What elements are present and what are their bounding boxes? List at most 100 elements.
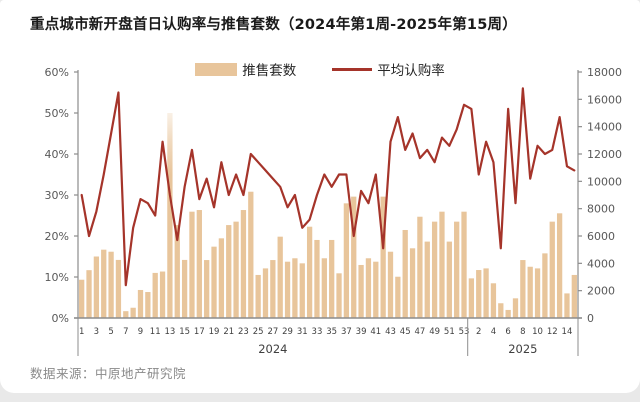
- bar-week-2024-51: [446, 241, 452, 318]
- left-tick-label: 10%: [45, 271, 69, 284]
- bar-week-2024-47: [417, 216, 423, 318]
- x-tick-label-2024: 39: [356, 327, 367, 337]
- bar-week-2024-17: [196, 210, 202, 318]
- x-tick-label-2024: 35: [326, 327, 337, 337]
- x-tick-label-2025: 4: [491, 327, 496, 337]
- bar-week-2024-19: [211, 246, 217, 318]
- bar-week-2024-48: [424, 241, 430, 318]
- bar-week-2024-43: [387, 251, 394, 318]
- right-tick-label: 16000: [587, 93, 622, 106]
- chart-title: 重点城市新开盘首日认购率与推售套数（2024年第1周-2025年第15周）: [30, 17, 517, 33]
- left-tick-label: 20%: [45, 230, 69, 243]
- bar-week-2024-34: [321, 258, 327, 318]
- bar-swatch: [195, 62, 238, 76]
- x-tick-label-2024: 41: [370, 327, 381, 337]
- bar-week-2024-37: [343, 203, 350, 318]
- bar-week-2025-7: [512, 298, 519, 318]
- x-tick-label-2025: 6: [505, 327, 510, 337]
- x-tick-label-2024: 43: [385, 327, 396, 337]
- x-tick-label-2024: 31: [297, 327, 308, 337]
- bar-week-2025-15: [571, 274, 577, 318]
- x-tick-label-2024: 25: [253, 327, 264, 337]
- right-tick-label: 12000: [587, 148, 622, 161]
- x-tick-label-2024: 15: [179, 327, 190, 337]
- x-tick-label-2024: 37: [341, 327, 352, 337]
- x-tick-label-2025: 12: [547, 327, 558, 337]
- bar-week-2025-8: [520, 260, 526, 318]
- bar-week-2024-10: [145, 292, 151, 318]
- bar-week-2024-16: [189, 211, 195, 318]
- bar-week-2024-5: [108, 251, 114, 318]
- bar-week-2024-28: [277, 236, 283, 318]
- right-tick-label: 10000: [587, 175, 622, 188]
- left-tick-label: 40%: [45, 148, 69, 161]
- x-tick-label-2024: 51: [444, 327, 455, 337]
- left-tick-label: 50%: [45, 107, 69, 120]
- bar-week-2024-29: [284, 261, 291, 318]
- bar-week-2025-6: [505, 309, 511, 318]
- source-note: 数据来源：中原地产研究院: [30, 366, 187, 381]
- x-tick-label-2024: 5: [108, 327, 113, 337]
- bar-week-2024-35: [329, 239, 335, 318]
- bar-week-2025-9: [527, 266, 533, 318]
- bar-week-2024-20: [218, 238, 225, 318]
- bar-week-2024-7: [123, 311, 129, 318]
- bar-week-2024-21: [226, 225, 232, 318]
- x-tick-label-2024: 29: [282, 327, 293, 337]
- left-tick-label: 60%: [45, 66, 69, 79]
- bar-week-2024-45: [402, 229, 408, 318]
- x-tick-label-2024: 23: [238, 327, 249, 337]
- legend-item-bars: 推售套数: [195, 59, 296, 79]
- right-tick-label: 0: [587, 312, 594, 325]
- bar-week-2024-2: [86, 270, 92, 318]
- bar-week-2025-12: [549, 221, 555, 318]
- bar-week-2024-46: [409, 248, 416, 318]
- bar-week-2024-25: [255, 274, 261, 318]
- bar-week-2024-42: [380, 196, 386, 318]
- bar-week-2024-22: [233, 221, 239, 318]
- bar-week-2025-11: [542, 253, 548, 318]
- bar-week-2024-40: [365, 258, 372, 318]
- chart-card: 重点城市新开盘首日认购率与推售套数（2024年第1周-2025年第15周） 推售…: [0, 0, 640, 393]
- right-tick-label: 14000: [587, 121, 622, 134]
- x-tick-label-2025: 14: [562, 327, 573, 337]
- bar-week-2024-53: [461, 211, 467, 318]
- bar-week-2024-11: [152, 272, 158, 318]
- right-tick-label: 4000: [587, 257, 615, 270]
- x-tick-label-2024: 53: [459, 327, 470, 337]
- x-tick-label-2024: 27: [267, 327, 278, 337]
- bar-week-2024-38: [351, 196, 357, 318]
- left-tick-label: 30%: [45, 189, 69, 202]
- bar-week-2025-10: [534, 268, 541, 318]
- bar-week-2024-14: [174, 225, 180, 318]
- bar-week-2024-15: [181, 259, 188, 318]
- bar-week-2024-8: [130, 307, 136, 318]
- x-tick-label-2024: 45: [400, 327, 411, 337]
- right-tick-label: 2000: [587, 285, 615, 298]
- right-tick-label: 6000: [587, 230, 615, 243]
- bar-week-2024-26: [262, 268, 269, 318]
- x-tick-label-2025: 10: [532, 327, 543, 337]
- right-tick-label: 18000: [587, 66, 622, 79]
- bar-week-2024-6: [115, 259, 122, 318]
- bar-week-2025-14: [564, 293, 570, 318]
- x-tick-label-2024: 13: [164, 327, 175, 337]
- line-swatch: [332, 67, 373, 71]
- left-tick-label: 0%: [52, 312, 69, 325]
- bar-week-2024-50: [439, 211, 445, 318]
- bar-week-2024-41: [373, 261, 379, 318]
- year-label-2025: 2025: [508, 342, 537, 356]
- chart-canvas: 0% 10% 20% 30% 40% 50% 60% 0 2000 4000 6000 8000 100…: [45, 66, 622, 356]
- legend-item-line: 平均认购率: [332, 59, 445, 79]
- bar-week-2025-5: [498, 303, 504, 318]
- bar-week-2025-13: [556, 213, 563, 318]
- bar-week-2024-12: [159, 271, 166, 318]
- x-tick-label-2025: 2: [476, 327, 481, 337]
- x-tick-label-2024: 19: [209, 327, 220, 337]
- bar-week-2024-33: [314, 239, 320, 318]
- bar-week-2024-9: [137, 289, 144, 318]
- x-tick-label-2024: 3: [94, 327, 99, 337]
- bar-week-2024-32: [306, 226, 313, 318]
- bar-week-2025-3: [483, 268, 489, 318]
- legend-label-line: 平均认购率: [377, 63, 445, 79]
